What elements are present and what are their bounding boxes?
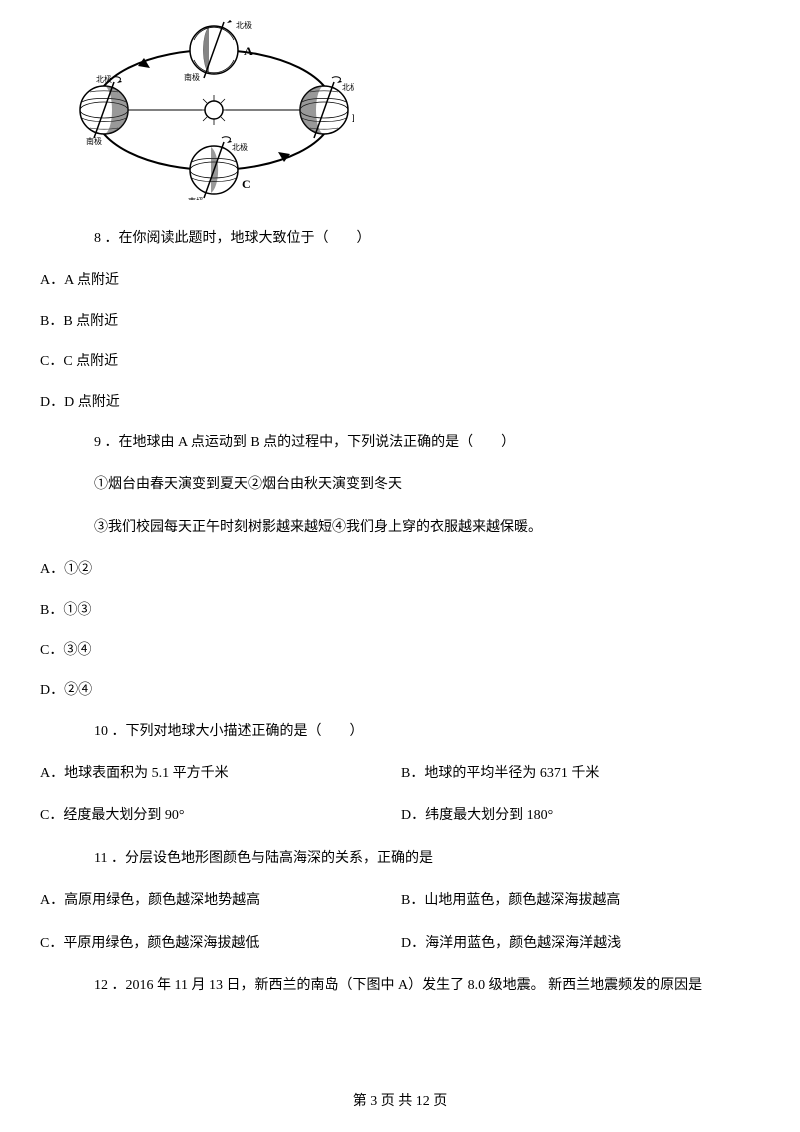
label-d: D <box>352 111 354 125</box>
q9-option-c: C．③④ <box>40 640 762 662</box>
orbit-diagram: 北极 南极 A 北极 南极 B 北极 <box>74 20 762 200</box>
q10-row2: C．经度最大划分到 90° D．纬度最大划分到 180° <box>40 805 762 827</box>
label-north-b: 北极 <box>96 74 112 84</box>
q11-row2: C．平原用绿色，颜色越深海拔越低 D．海洋用蓝色，颜色越深海洋越浅 <box>40 933 762 955</box>
q12-text: 12 ．2016 年 11 月 13 日，新西兰的南岛（下图中 A）发生了 8.… <box>94 975 762 997</box>
q11-option-b: B．山地用蓝色，颜色越深海拔越高 <box>401 890 762 912</box>
label-south: 南极 <box>184 72 200 82</box>
q11-text: 11 ．分层设色地形图颜色与陆高海深的关系，正确的是 <box>94 848 762 870</box>
q10-row1: A．地球表面积为 5.1 平方千米 B．地球的平均半径为 6371 千米 <box>40 763 762 785</box>
q11-option-d: D．海洋用蓝色，颜色越深海洋越浅 <box>401 933 762 955</box>
q11-option-a: A．高原用绿色，颜色越深地势越高 <box>40 890 401 912</box>
label-c: C <box>242 177 251 191</box>
q9-sub1: ①烟台由春天演变到夏天②烟台由秋天演变到冬天 <box>94 474 762 496</box>
q10-text: 10 ．下列对地球大小描述正确的是（ ） <box>94 721 762 743</box>
q8-option-c: C．C 点附近 <box>40 351 762 373</box>
label-north: 北极 <box>236 20 252 30</box>
q8-text: 8 ．在你阅读此题时，地球大致位于（ ） <box>94 228 762 250</box>
q10-option-d: D．纬度最大划分到 180° <box>401 805 762 827</box>
label-south-c: 南极 <box>188 196 204 200</box>
q10-option-b: B．地球的平均半径为 6371 千米 <box>401 763 762 785</box>
q10-option-c: C．经度最大划分到 90° <box>40 805 401 827</box>
page-footer: 第 3 页 共 12 页 <box>0 1090 800 1110</box>
label-north-c: 北极 <box>232 142 248 152</box>
q11-row1: A．高原用绿色，颜色越深地势越高 B．山地用蓝色，颜色越深海拔越高 <box>40 890 762 912</box>
q9-text: 9 ．在地球由 A 点运动到 B 点的过程中，下列说法正确的是（ ） <box>94 432 762 454</box>
q11-option-c: C．平原用绿色，颜色越深海拔越低 <box>40 933 401 955</box>
q9-option-d: D．②④ <box>40 680 762 702</box>
q10-option-a: A．地球表面积为 5.1 平方千米 <box>40 763 401 785</box>
q8-option-d: D．D 点附近 <box>40 392 762 414</box>
q9-option-a: A．①② <box>40 559 762 581</box>
q8-option-b: B．B 点附近 <box>40 311 762 333</box>
label-a: A <box>244 44 253 58</box>
q8-option-a: A．A 点附近 <box>40 270 762 292</box>
q9-sub2: ③我们校园每天正午时刻树影越来越短④我们身上穿的衣服越来越保暖。 <box>94 517 762 539</box>
q9-option-b: B．①③ <box>40 600 762 622</box>
label-south-b: 南极 <box>86 136 102 146</box>
label-north-d: 北极 <box>342 82 354 92</box>
